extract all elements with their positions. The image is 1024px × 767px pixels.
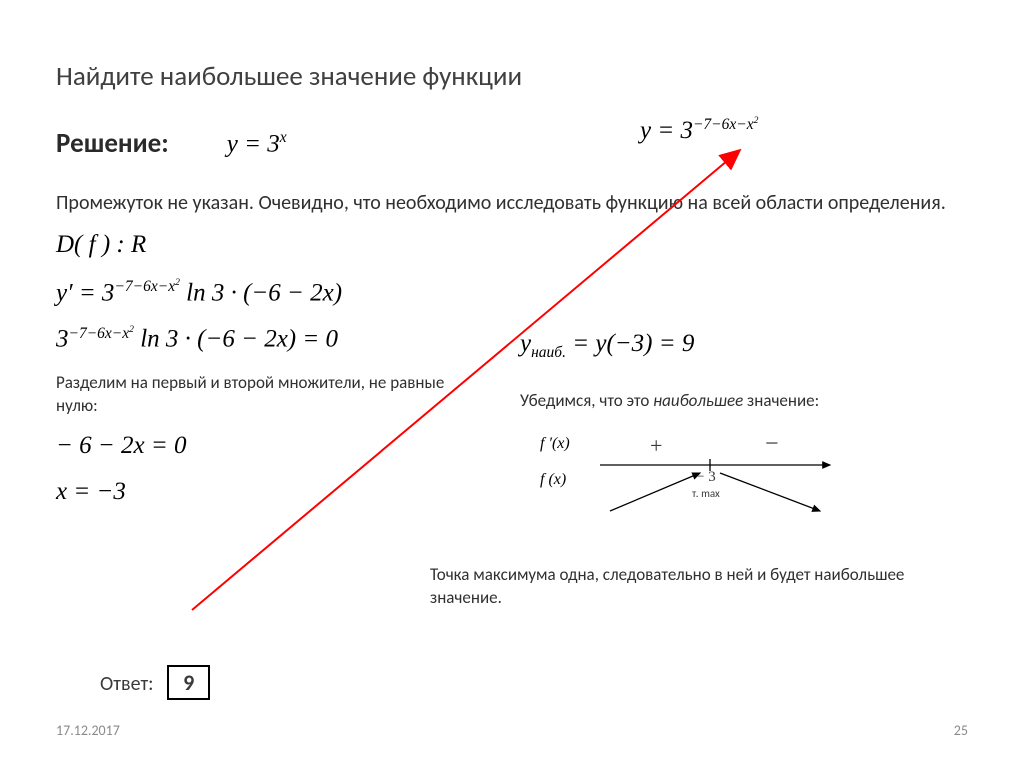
main-func-exp: −7−6x−x [693, 116, 754, 133]
ymax-rhs: = y(−3) = 9 [566, 330, 694, 357]
sign-plus: + [650, 433, 662, 459]
paragraph-2: Разделим на первый и второй множители, н… [56, 372, 456, 418]
footer-date: 17.12.2017 [56, 722, 120, 739]
domain: D( f ) : R [56, 231, 506, 259]
deriv1-head: y′ = 3 [56, 279, 114, 306]
deriv2-tail: ln 3 · (−6 − 2x) = 0 [134, 326, 338, 353]
base-func-y: y = 3 [227, 130, 280, 157]
derivative-line-2: 3−7−6x−x2 ln 3 · (−6 − 2x) = 0 [56, 323, 506, 353]
answer-label: Ответ: [100, 672, 154, 696]
equation-2: x = −3 [56, 478, 506, 506]
sign-f-label: f (x) [540, 471, 566, 489]
footer-page: 25 [954, 722, 968, 739]
sign-crit: − 3 [696, 469, 716, 486]
page-title: Найдите наибольшее значение функции [56, 60, 968, 93]
base-function: y = 3x [227, 129, 287, 158]
sign-minus: − [765, 431, 779, 458]
solution-label: Решение: [56, 127, 169, 160]
deriv1-exp: −7−6x−x [114, 278, 175, 295]
deriv2-head: 3 [56, 326, 69, 353]
verify-text: Убедимся, что это наибольшее значение: [520, 390, 960, 413]
deriv2-exp: −7−6x−x [69, 325, 130, 342]
sign-fprime-label: f ′(x) [540, 435, 570, 453]
sign-chart: f ′(x) f (x) + − − 3 т. max [540, 423, 840, 513]
main-function: y = 3−7−6x−x2 [640, 117, 758, 144]
ymax-expression: yнаиб. = y(−3) = 9 [520, 330, 960, 362]
deriv1-tail: ln 3 · (−6 − 2x) [180, 279, 342, 306]
sign-tmax: т. max [692, 487, 720, 500]
base-func-exp: x [280, 129, 287, 146]
ymax-y: y [520, 330, 531, 357]
ymax-sub: наиб. [531, 344, 566, 361]
main-func-exp-sq: 2 [754, 115, 759, 126]
slide: Найдите наибольшее значение функции y = … [0, 0, 1024, 767]
derivative-line-1: y′ = 3−7−6x−x2 ln 3 · (−6 − 2x) [56, 277, 506, 307]
equation-1: − 6 − 2x = 0 [56, 432, 506, 460]
paragraph-3: Точка максимума одна, следовательно в не… [430, 564, 960, 610]
main-func-base: y = 3 [640, 117, 693, 144]
answer-box: 9 [167, 665, 210, 700]
sign-chart-svg [540, 423, 840, 523]
paragraph-1: Промежуток не указан. Очевидно, что необ… [56, 190, 946, 217]
